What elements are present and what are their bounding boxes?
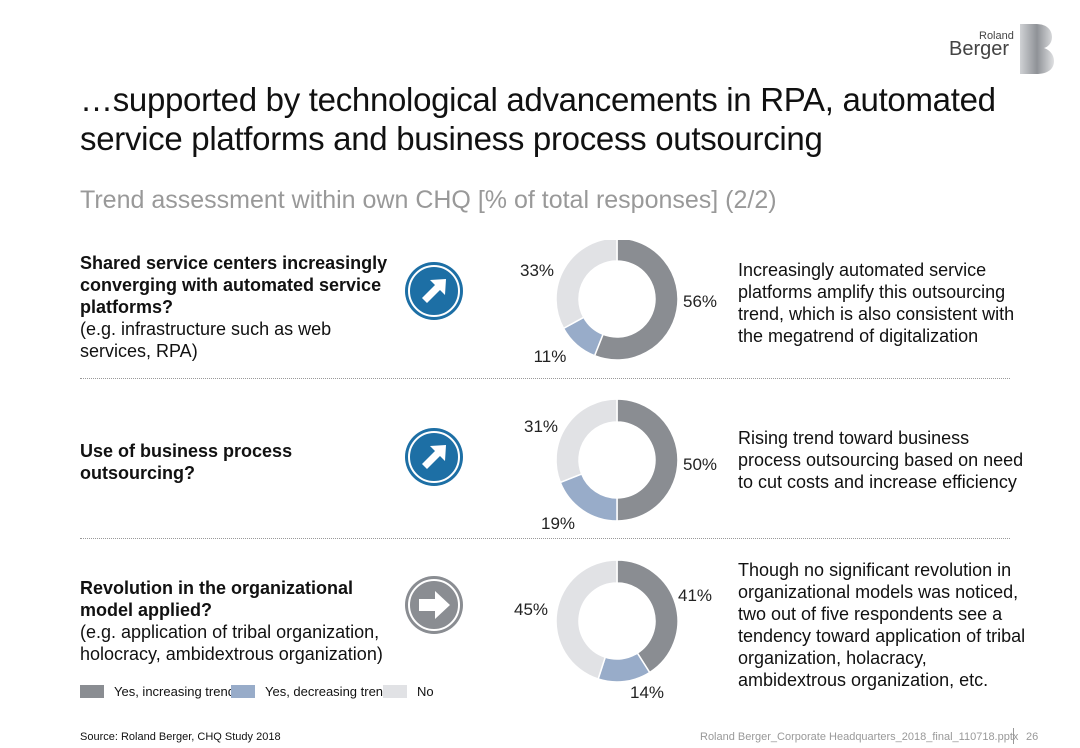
- donut-value-label: 41%: [678, 586, 712, 605]
- question-3-title: Revolution in the organizational model a…: [80, 578, 354, 620]
- row-divider: [80, 378, 1010, 379]
- footer-divider: [1013, 728, 1014, 744]
- donut-value-label: 50%: [683, 455, 717, 474]
- comment-1: Increasingly automated service platforms…: [738, 260, 1015, 346]
- donut-slice: [593, 240, 679, 361]
- footer-filename: Roland Berger_Corporate Headquarters_201…: [700, 731, 1019, 743]
- donut-value-label: 45%: [514, 600, 548, 619]
- donut-slice: [616, 559, 679, 674]
- legend-item-no: No: [383, 684, 434, 699]
- arrow-up-right-icon: [405, 262, 463, 320]
- logo-b-icon: [1020, 24, 1054, 74]
- legend-label: Yes, increasing trend: [114, 684, 235, 699]
- arrow-right-icon: [405, 576, 463, 634]
- page-title: …supported by technological advancements…: [80, 81, 996, 157]
- page-subtitle: Trend assessment within own CHQ [% of to…: [80, 186, 777, 214]
- donut-value-label: 11%: [534, 347, 567, 366]
- donut-value-label: 31%: [524, 417, 558, 436]
- legend-label: Yes, decreasing trend: [265, 684, 391, 699]
- question-1-note: (e.g. infrastructure such as web service…: [80, 319, 332, 361]
- question-3-note: (e.g. application of tribal organization…: [80, 622, 383, 664]
- donut-slice: [555, 398, 618, 484]
- comment-3: Though no significant revolution in orga…: [738, 560, 1026, 690]
- question-1: Shared service centers increasingly conv…: [80, 252, 390, 362]
- question-1-title: Shared service centers increasingly conv…: [80, 253, 388, 317]
- arrow-up-right-icon: [405, 428, 463, 486]
- logo-text-roland: Roland: [979, 30, 1014, 42]
- row-divider: [80, 538, 1010, 539]
- comment-2: Rising trend toward business process out…: [738, 428, 1024, 492]
- page-number: 26: [1026, 731, 1039, 743]
- question-3: Revolution in the organizational model a…: [80, 577, 390, 665]
- legend-swatch: [383, 685, 407, 698]
- legend-item-decreasing: Yes, decreasing trend: [231, 684, 390, 699]
- source-note: Source: Roland Berger, CHQ Study 2018: [80, 731, 281, 743]
- legend-label: No: [417, 684, 434, 699]
- donut-value-label: 33%: [520, 261, 554, 280]
- donut-slice: [616, 398, 679, 522]
- question-2: Use of business process outsourcing?: [80, 440, 390, 484]
- donut-slice: [555, 240, 618, 330]
- legend-swatch: [231, 685, 255, 698]
- legend-item-increasing: Yes, increasing trend: [80, 684, 235, 699]
- logo-text-berger: Berger: [949, 38, 1010, 60]
- donut-value-label: 14%: [630, 683, 664, 702]
- question-2-title: Use of business process outsourcing?: [80, 441, 293, 483]
- legend-swatch: [80, 685, 104, 698]
- donut-slice: [555, 559, 618, 680]
- donut-value-label: 56%: [683, 292, 717, 311]
- donut-charts: 56% 11% 33% 50% 19% 31% 41% 14% 45%: [514, 240, 717, 702]
- donut-value-label: 19%: [541, 514, 575, 533]
